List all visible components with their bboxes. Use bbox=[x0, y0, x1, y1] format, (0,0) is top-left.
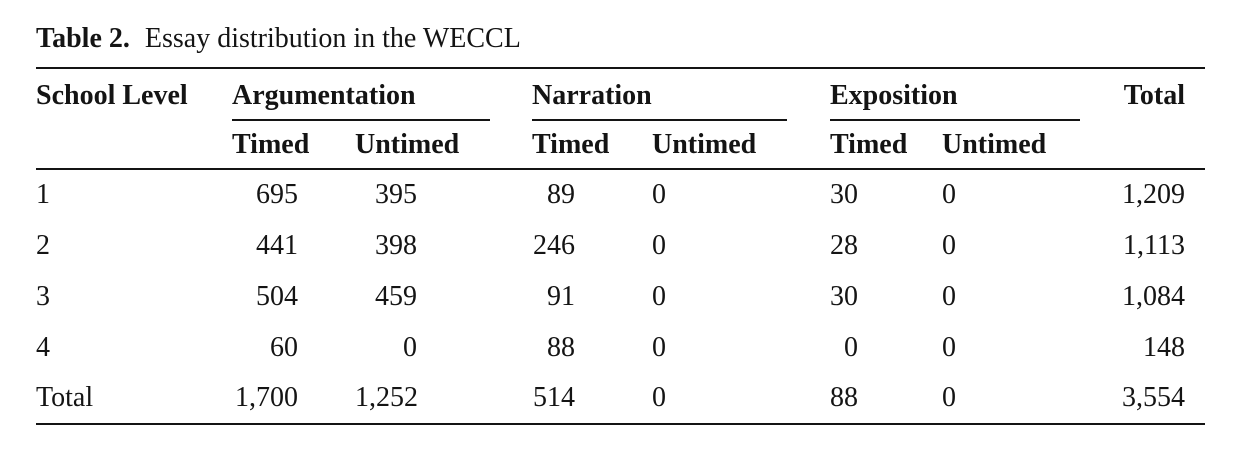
table-cell: 1,252 bbox=[355, 382, 418, 413]
table-cell: 0 bbox=[652, 229, 666, 261]
table-number-label: Table 2. bbox=[36, 23, 130, 54]
table-caption: Essay distribution in the WECCL bbox=[144, 23, 521, 54]
subheader-narration-timed: Timed bbox=[532, 121, 652, 170]
group-header-row: School Level Argumentation Narration Exp… bbox=[36, 68, 1205, 170]
table-row-level-2: 2 441 398 246 0 28 0 1,113 bbox=[36, 220, 1205, 271]
group-header-argumentation: Argumentation bbox=[232, 68, 532, 121]
essay-distribution-table: School Level Argumentation Narration Exp… bbox=[36, 67, 1205, 425]
table-cell: 91 bbox=[547, 280, 575, 312]
table-cell: 30 bbox=[830, 280, 858, 312]
narration-underline: Narration bbox=[532, 80, 787, 121]
table-cell: 88 bbox=[547, 331, 575, 363]
table-row-level-1: 1 695 395 89 0 30 0 1,209 bbox=[36, 169, 1205, 220]
table-cell: 695 bbox=[256, 179, 298, 210]
table-cell: 0 bbox=[652, 331, 666, 363]
table-cell: 88 bbox=[830, 382, 858, 413]
table-cell: 0 bbox=[844, 331, 858, 363]
subheader-exposition-timed: Timed bbox=[830, 121, 942, 170]
table-row-total: Total 1,700 1,252 514 0 88 0 3,554 bbox=[36, 373, 1205, 424]
exposition-underline: Exposition bbox=[830, 80, 1080, 121]
row-label: 1 bbox=[36, 179, 50, 210]
row-label: 3 bbox=[36, 280, 50, 312]
group-header-narration: Narration bbox=[532, 68, 830, 121]
table-cell: 504 bbox=[256, 280, 298, 312]
table-cell: 0 bbox=[652, 179, 666, 210]
table-cell-grand-total: 3,554 bbox=[1122, 382, 1185, 413]
group-header-argumentation-label: Argumentation bbox=[232, 80, 416, 111]
subheader-row: Timed Untimed Timed Untimed Timed Untime… bbox=[36, 121, 1205, 170]
table-cell: 459 bbox=[375, 280, 417, 312]
table-cell: 60 bbox=[270, 331, 298, 363]
table-cell: 0 bbox=[942, 331, 956, 363]
table-cell-row-total: 1,209 bbox=[1122, 179, 1185, 210]
table-row-level-4: 4 60 0 88 0 0 0 148 bbox=[36, 322, 1205, 373]
subheader-narration-untimed: Untimed bbox=[652, 121, 830, 170]
table-cell: 0 bbox=[403, 331, 417, 363]
row-label-total: Total bbox=[36, 382, 94, 413]
group-header-exposition-label: Exposition bbox=[830, 80, 958, 111]
table-cell: 30 bbox=[830, 179, 858, 210]
table-cell: 246 bbox=[533, 229, 575, 261]
table-cell-row-total: 1,113 bbox=[1123, 229, 1185, 261]
table-cell: 0 bbox=[652, 280, 666, 312]
table-cell: 89 bbox=[547, 179, 575, 210]
subheader-exposition-untimed: Untimed bbox=[942, 121, 1090, 170]
subheader-argumentation-untimed: Untimed bbox=[355, 121, 532, 170]
table-cell: 514 bbox=[533, 382, 575, 413]
table-row-level-3: 3 504 459 91 0 30 0 1,084 bbox=[36, 271, 1205, 322]
subheader-argumentation-timed: Timed bbox=[232, 121, 355, 170]
row-label: 4 bbox=[36, 331, 50, 363]
table-cell: 1,700 bbox=[235, 382, 298, 413]
table-cell: 0 bbox=[652, 382, 666, 413]
table-cell: 398 bbox=[375, 229, 417, 261]
table-cell: 395 bbox=[375, 179, 417, 210]
table-cell: 0 bbox=[942, 382, 956, 413]
table-cell-row-total: 1,084 bbox=[1122, 280, 1185, 312]
table-title: Table 2. Essay distribution in the WECCL bbox=[36, 22, 1205, 55]
table-cell: 0 bbox=[942, 280, 956, 312]
row-label: 2 bbox=[36, 229, 50, 261]
table-cell: 441 bbox=[256, 229, 298, 261]
column-header-school-level: School Level bbox=[36, 68, 232, 170]
group-header-narration-label: Narration bbox=[532, 80, 652, 111]
table-cell: 0 bbox=[942, 179, 956, 210]
table-cell: 0 bbox=[942, 229, 956, 261]
group-header-exposition: Exposition bbox=[830, 68, 1090, 121]
column-header-total: Total bbox=[1090, 68, 1205, 170]
table-cell-row-total: 148 bbox=[1143, 331, 1185, 363]
table-cell: 28 bbox=[830, 229, 858, 261]
argumentation-underline: Argumentation bbox=[232, 80, 490, 121]
